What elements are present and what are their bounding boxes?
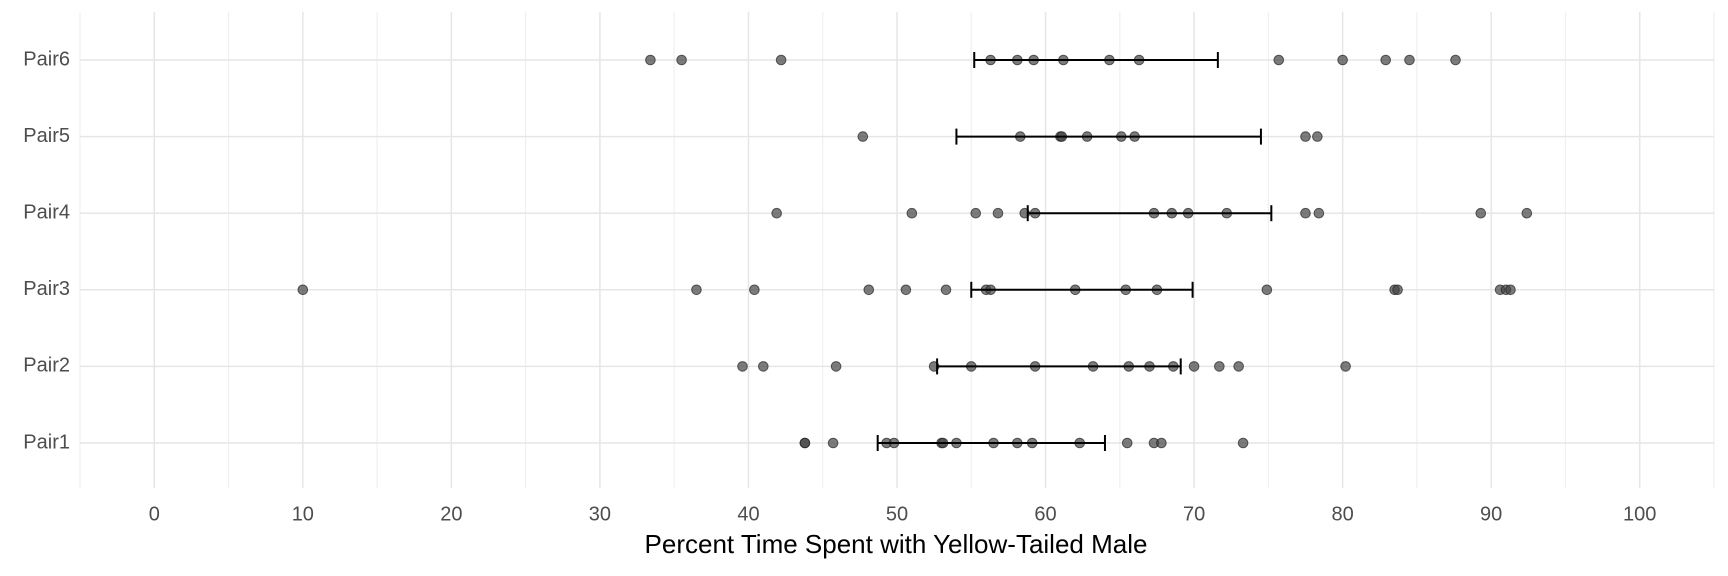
y-tick-label: Pair2 [23, 355, 70, 377]
x-tick-label: 60 [1034, 503, 1056, 525]
data-point [1214, 361, 1225, 372]
data-point [749, 284, 760, 296]
data-point [1273, 54, 1285, 66]
error-bar [936, 358, 1182, 375]
data-point [775, 54, 787, 66]
x-tick-label: 40 [737, 503, 759, 525]
data-point [1340, 361, 1351, 372]
x-tick-label: 80 [1332, 503, 1354, 525]
x-tick-label: 100 [1623, 503, 1656, 525]
y-tick-label: Pair6 [23, 48, 70, 70]
data-point [737, 361, 748, 372]
data-point [1300, 131, 1311, 142]
data-point [758, 361, 769, 372]
data-point [691, 284, 702, 296]
y-tick-label: Pair5 [23, 125, 70, 147]
data-point [1380, 54, 1392, 66]
x-tick-label: 70 [1183, 503, 1205, 525]
x-tick-label: 0 [149, 503, 160, 525]
data-point [1337, 54, 1348, 66]
data-point [1261, 284, 1273, 296]
x-tick-label: 30 [589, 503, 611, 525]
error-bar [970, 281, 1194, 298]
data-point [940, 284, 952, 296]
data-point [1475, 207, 1487, 219]
error-bar [1026, 205, 1273, 222]
data-point [992, 207, 1004, 219]
data-point [1156, 437, 1167, 449]
data-point [1450, 54, 1461, 66]
error-bar [973, 52, 1219, 68]
data-point [1300, 207, 1311, 219]
data-point [1233, 361, 1244, 372]
data-point [970, 207, 982, 219]
data-point [799, 437, 811, 449]
data-point [900, 284, 912, 296]
data-point [1521, 207, 1533, 219]
data-point [830, 361, 842, 372]
y-tick-label: Pair1 [23, 431, 70, 453]
data-point [1404, 54, 1415, 66]
data-point [863, 284, 875, 296]
data-point [1505, 284, 1516, 296]
y-tick-label: Pair4 [23, 201, 70, 223]
data-point [297, 284, 309, 296]
error-bar [876, 435, 1106, 451]
error-bar [955, 128, 1262, 145]
x-axis-label: Percent Time Spent with Yellow-Tailed Ma… [645, 529, 1148, 559]
data-point [1237, 437, 1249, 449]
data-point [676, 54, 687, 66]
data-point [1188, 361, 1200, 372]
data-point [906, 207, 918, 219]
data-point [827, 437, 839, 449]
data-point [645, 54, 656, 66]
data-point [1392, 284, 1403, 296]
x-tick-label: 20 [440, 503, 462, 525]
data-point [1313, 207, 1325, 219]
data-point [1121, 437, 1133, 449]
data-point [771, 207, 782, 219]
x-tick-label: 50 [886, 503, 908, 525]
x-tick-label: 10 [292, 503, 314, 525]
x-tick-label: 90 [1480, 503, 1502, 525]
data-point [1312, 131, 1323, 142]
data-point [857, 131, 869, 142]
y-tick-label: Pair3 [23, 278, 70, 300]
